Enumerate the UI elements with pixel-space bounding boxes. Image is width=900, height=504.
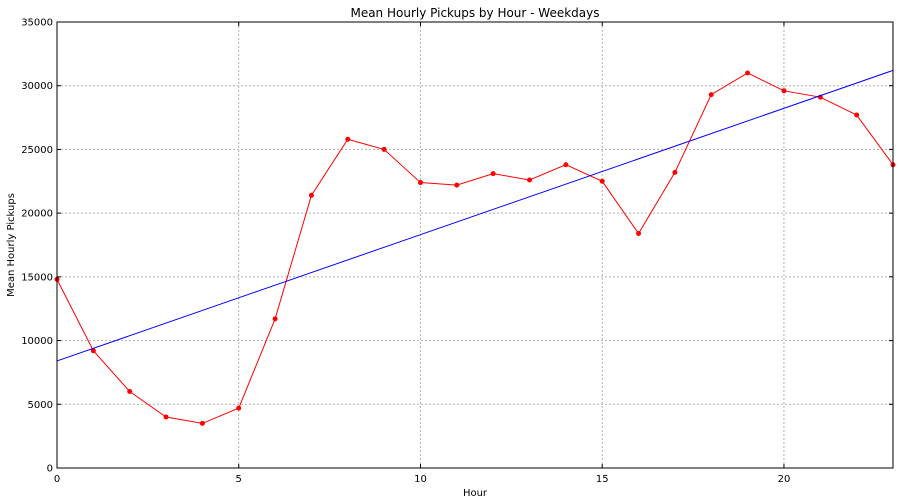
x-tick-label: 15 <box>596 474 609 485</box>
data-point <box>454 182 460 188</box>
x-tick-label: 5 <box>236 474 242 485</box>
data-point <box>708 92 714 98</box>
x-tick-label: 20 <box>778 474 791 485</box>
data-point <box>527 177 533 183</box>
x-axis-label: Hour <box>463 488 488 499</box>
data-point <box>345 136 351 142</box>
data-point <box>236 405 242 411</box>
y-tick-label: 20000 <box>21 209 53 220</box>
series-line-0 <box>56 72 894 424</box>
y-tick-label: 35000 <box>21 18 53 29</box>
chart-title: Mean Hourly Pickups by Hour - Weekdays <box>350 6 599 20</box>
data-point <box>381 146 387 152</box>
data-point <box>490 171 496 177</box>
data-point <box>599 178 605 184</box>
data-point <box>563 162 569 168</box>
series-line-1 <box>56 69 894 362</box>
x-tick-label: 0 <box>54 474 60 485</box>
data-point <box>163 414 169 420</box>
data-point <box>417 180 423 186</box>
y-tick-label: 15000 <box>21 272 53 283</box>
x-tick-label: 10 <box>414 474 427 485</box>
ticks: 0 5000 10000 15000 20000 25000 30000 35000 0 5 10 1… <box>21 18 893 485</box>
data-point <box>90 348 96 354</box>
data-point <box>308 192 314 198</box>
y-tick-label: 25000 <box>21 145 53 156</box>
y-tick-label: 30000 <box>21 81 53 92</box>
data-point <box>272 316 278 322</box>
series-layer <box>54 69 896 426</box>
data-point <box>127 389 133 395</box>
y-axis-label: Mean Hourly Pickups <box>6 193 17 297</box>
plot-frame <box>56 21 894 469</box>
data-point <box>745 70 751 76</box>
y-tick-label: 5000 <box>28 400 53 411</box>
y-tick-label: 10000 <box>21 336 53 347</box>
data-point <box>199 420 205 426</box>
y-tick-label: 0 <box>47 464 53 475</box>
data-point <box>672 169 678 175</box>
data-point <box>781 88 787 94</box>
data-point <box>636 231 642 237</box>
data-point <box>854 112 860 118</box>
